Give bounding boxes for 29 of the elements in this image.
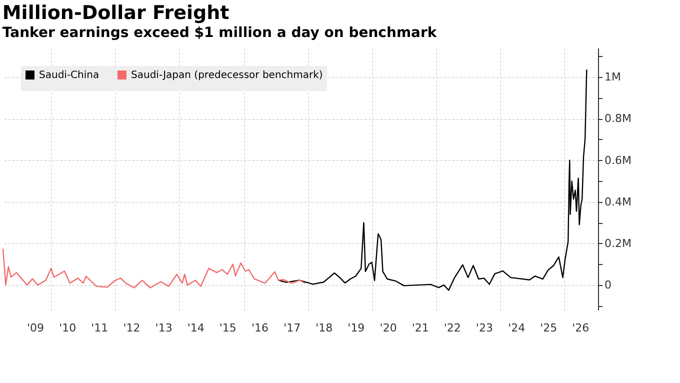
x-tick-label: '24 xyxy=(508,322,526,334)
y-tick-label: 0.8M xyxy=(604,112,632,126)
x-tick-label: '25 xyxy=(540,322,558,334)
x-tick-label: '18 xyxy=(316,322,333,334)
x-tick-label: '11 xyxy=(91,322,108,334)
y-tick-label: 0.2M xyxy=(604,236,632,250)
y-tick-label: 0 xyxy=(604,278,612,292)
line-series xyxy=(2,248,306,288)
x-tick-label: '26 xyxy=(572,322,590,334)
x-tick-label: '17 xyxy=(284,322,301,334)
legend-label: Saudi-China xyxy=(39,70,100,81)
x-tick-label: '23 xyxy=(476,322,493,334)
x-tick-label: '09 xyxy=(27,322,44,334)
x-tick-label: '22 xyxy=(444,322,461,334)
x-tick-label: '14 xyxy=(187,322,204,334)
x-tick-label: '21 xyxy=(412,322,429,334)
y-tick-label: 0.6M xyxy=(604,154,632,167)
legend-label: Saudi-Japan (predecessor benchmark) xyxy=(131,70,323,81)
x-tick-label: '20 xyxy=(380,322,397,334)
x-tick-label: '12 xyxy=(123,322,140,334)
x-tick-label: '19 xyxy=(348,322,365,334)
x-tick-label: '10 xyxy=(59,322,76,334)
y-tick-label: 0.4M xyxy=(604,195,632,208)
chart-title: Million-Dollar Freight xyxy=(2,2,230,24)
x-tick-label: '15 xyxy=(219,322,236,334)
y-tick-label: 1M xyxy=(604,70,621,84)
x-tick-label: '16 xyxy=(252,322,269,334)
chart-subtitle: Tanker earnings exceed $1 million a day on benchmark xyxy=(2,25,438,41)
x-tick-label: '13 xyxy=(155,322,172,334)
